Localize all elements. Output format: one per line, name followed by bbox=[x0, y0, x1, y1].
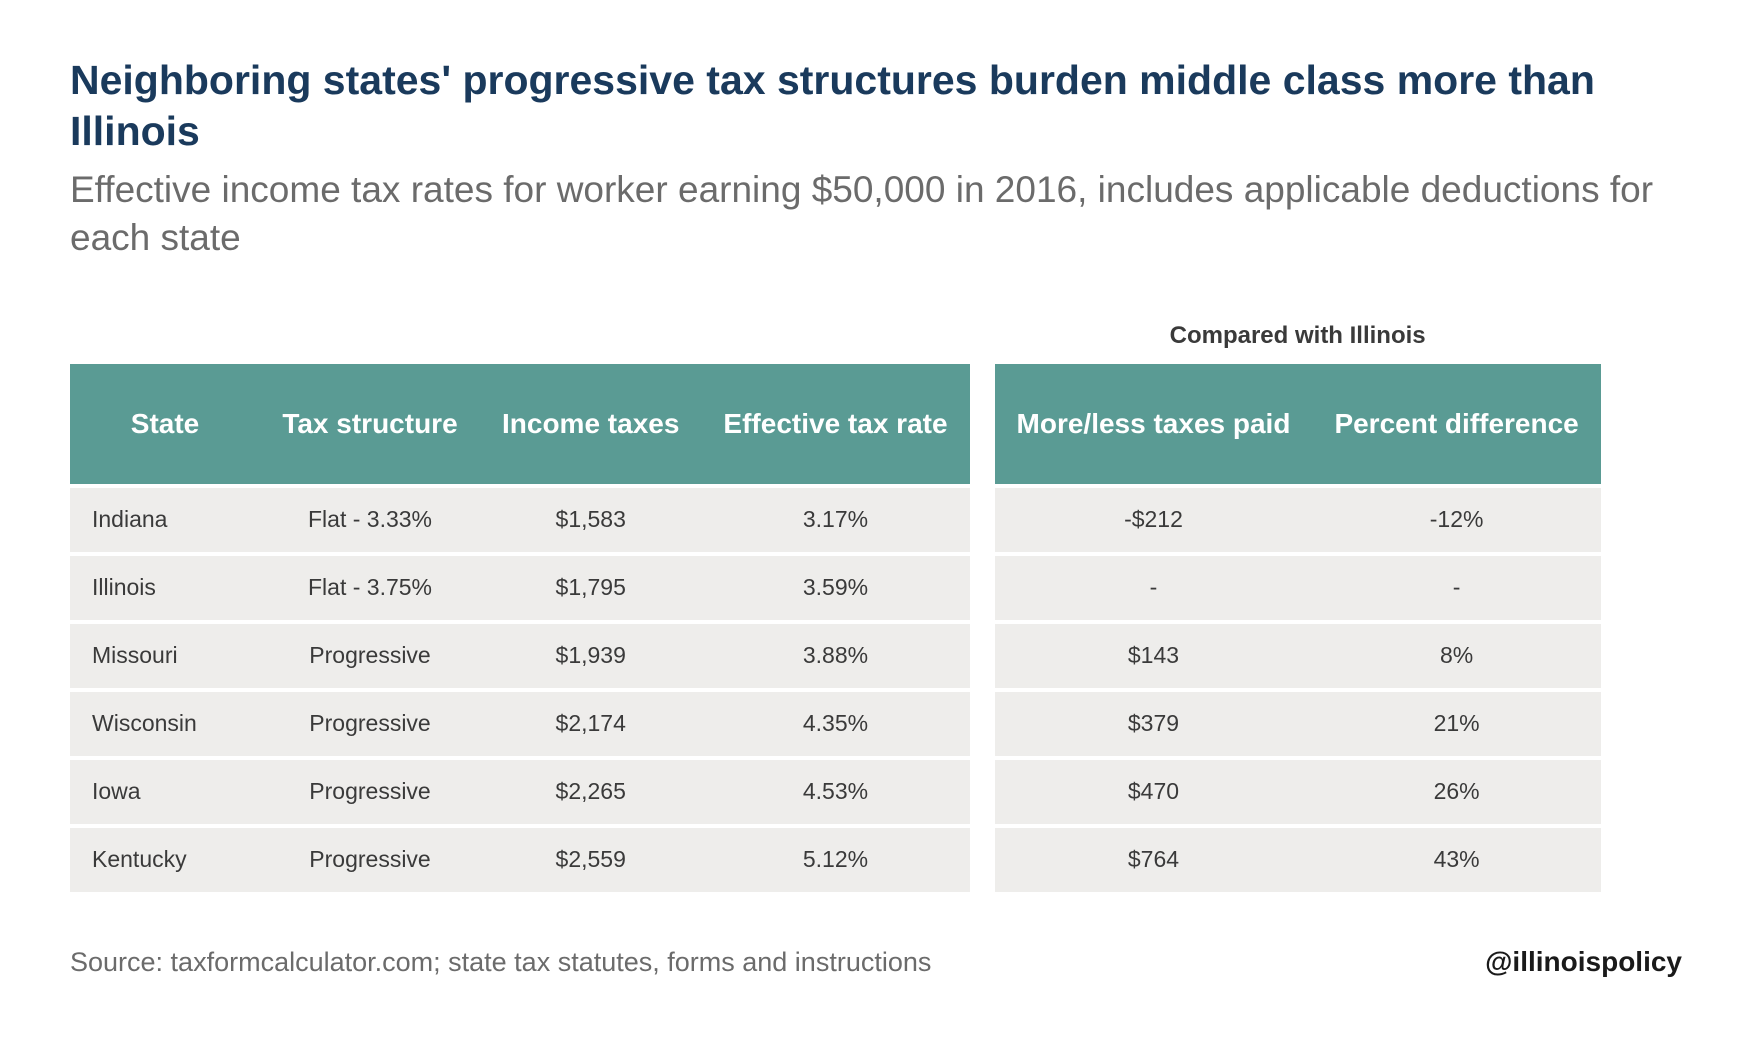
table-cell: - bbox=[995, 556, 1313, 620]
compare-table-body: -$212-12%--$1438%$37921%$47026%$76443% bbox=[995, 488, 1601, 892]
table-cell: $379 bbox=[995, 692, 1313, 756]
table-cell: 3.88% bbox=[701, 624, 969, 688]
table-cell: Flat - 3.75% bbox=[260, 556, 480, 620]
table-cell: 26% bbox=[1312, 760, 1600, 824]
table-cell: 8% bbox=[1312, 624, 1600, 688]
table-cell: $2,265 bbox=[480, 760, 701, 824]
table-cell: $143 bbox=[995, 624, 1313, 688]
table-row: $1438% bbox=[995, 624, 1601, 688]
table-row: $47026% bbox=[995, 760, 1601, 824]
table-row: IllinoisFlat - 3.75%$1,7953.59% bbox=[70, 556, 970, 620]
col-income-taxes: Income taxes bbox=[480, 364, 701, 484]
compare-table-wrap: Compared with Illinois More/less taxes p… bbox=[995, 322, 1601, 896]
chart-subtitle: Effective income tax rates for worker ea… bbox=[70, 166, 1682, 262]
table-row: -- bbox=[995, 556, 1601, 620]
table-cell: 43% bbox=[1312, 828, 1600, 892]
table-cell: 5.12% bbox=[701, 828, 969, 892]
tables-container: State Tax structure Income taxes Effecti… bbox=[70, 322, 1682, 896]
compare-table-header-row: More/less taxes paid Percent difference bbox=[995, 364, 1601, 484]
table-cell: Wisconsin bbox=[70, 692, 260, 756]
table-cell: 4.53% bbox=[701, 760, 969, 824]
table-row: MissouriProgressive$1,9393.88% bbox=[70, 624, 970, 688]
table-cell: Progressive bbox=[260, 624, 480, 688]
table-cell: $1,939 bbox=[480, 624, 701, 688]
table-row: KentuckyProgressive$2,5595.12% bbox=[70, 828, 970, 892]
table-cell: -12% bbox=[1312, 488, 1600, 552]
table-row: WisconsinProgressive$2,1744.35% bbox=[70, 692, 970, 756]
table-cell: Kentucky bbox=[70, 828, 260, 892]
table-cell: 21% bbox=[1312, 692, 1600, 756]
col-percent-diff: Percent difference bbox=[1312, 364, 1600, 484]
table-cell: 3.59% bbox=[701, 556, 969, 620]
col-state: State bbox=[70, 364, 260, 484]
table-row: $76443% bbox=[995, 828, 1601, 892]
table-cell: $764 bbox=[995, 828, 1313, 892]
table-cell: Illinois bbox=[70, 556, 260, 620]
table-row: $37921% bbox=[995, 692, 1601, 756]
main-table: State Tax structure Income taxes Effecti… bbox=[70, 360, 970, 896]
table-cell: $1,795 bbox=[480, 556, 701, 620]
col-effective-rate: Effective tax rate bbox=[701, 364, 969, 484]
chart-title: Neighboring states' progressive tax stru… bbox=[70, 55, 1682, 158]
table-cell: Iowa bbox=[70, 760, 260, 824]
table-cell: Progressive bbox=[260, 692, 480, 756]
col-more-less: More/less taxes paid bbox=[995, 364, 1313, 484]
table-cell: Flat - 3.33% bbox=[260, 488, 480, 552]
table-cell: 4.35% bbox=[701, 692, 969, 756]
table-row: -$212-12% bbox=[995, 488, 1601, 552]
compare-table: More/less taxes paid Percent difference … bbox=[995, 360, 1601, 896]
table-cell: $1,583 bbox=[480, 488, 701, 552]
col-tax-structure: Tax structure bbox=[260, 364, 480, 484]
table-cell: $2,559 bbox=[480, 828, 701, 892]
footer: Source: taxformcalculator.com; state tax… bbox=[70, 946, 1682, 978]
main-table-wrap: State Tax structure Income taxes Effecti… bbox=[70, 360, 970, 896]
compare-caption: Compared with Illinois bbox=[995, 322, 1601, 350]
table-cell: Progressive bbox=[260, 760, 480, 824]
table-cell: - bbox=[1312, 556, 1600, 620]
table-cell: Missouri bbox=[70, 624, 260, 688]
table-cell: $470 bbox=[995, 760, 1313, 824]
main-table-body: IndianaFlat - 3.33%$1,5833.17%IllinoisFl… bbox=[70, 488, 970, 892]
table-cell: Indiana bbox=[70, 488, 260, 552]
table-row: IndianaFlat - 3.33%$1,5833.17% bbox=[70, 488, 970, 552]
table-row: IowaProgressive$2,2654.53% bbox=[70, 760, 970, 824]
table-cell: 3.17% bbox=[701, 488, 969, 552]
table-cell: $2,174 bbox=[480, 692, 701, 756]
table-cell: Progressive bbox=[260, 828, 480, 892]
table-cell: -$212 bbox=[995, 488, 1313, 552]
source-text: Source: taxformcalculator.com; state tax… bbox=[70, 947, 931, 978]
main-table-header-row: State Tax structure Income taxes Effecti… bbox=[70, 364, 970, 484]
social-handle: @illinoispolicy bbox=[1485, 946, 1682, 978]
